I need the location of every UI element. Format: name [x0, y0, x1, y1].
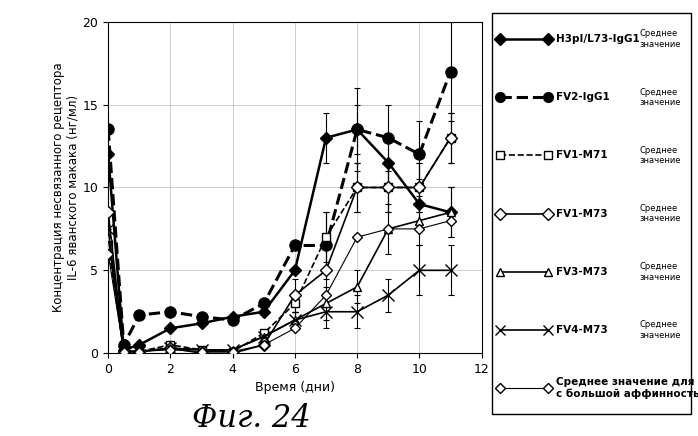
- Text: Среднее
значение: Среднее значение: [639, 204, 681, 223]
- Text: FV1-M73: FV1-M73: [556, 209, 607, 218]
- Text: Среднее
значение: Среднее значение: [639, 320, 681, 340]
- Text: Среднее значение для Ат
с большой аффинностью: Среднее значение для Ат с большой аффинн…: [556, 377, 698, 399]
- Text: FV3-M73: FV3-M73: [556, 267, 607, 277]
- Text: Среднее
значение: Среднее значение: [639, 262, 681, 282]
- Text: FV1-M71: FV1-M71: [556, 150, 607, 160]
- X-axis label: Время (дни): Время (дни): [255, 382, 335, 395]
- Y-axis label: Концентрация несвязанного рецептора
IL-6 яванского макака (нг/мл): Концентрация несвязанного рецептора IL-6…: [52, 63, 80, 312]
- Text: Среднее
значение: Среднее значение: [639, 146, 681, 165]
- Text: FV2-IgG1: FV2-IgG1: [556, 92, 609, 102]
- Text: Среднее
значение: Среднее значение: [639, 88, 681, 107]
- Text: Среднее
значение: Среднее значение: [639, 30, 681, 49]
- Text: FV4-M73: FV4-M73: [556, 325, 607, 335]
- Text: Фиг. 24: Фиг. 24: [192, 403, 311, 434]
- Text: H3pI/L73-IgG1: H3pI/L73-IgG1: [556, 34, 639, 44]
